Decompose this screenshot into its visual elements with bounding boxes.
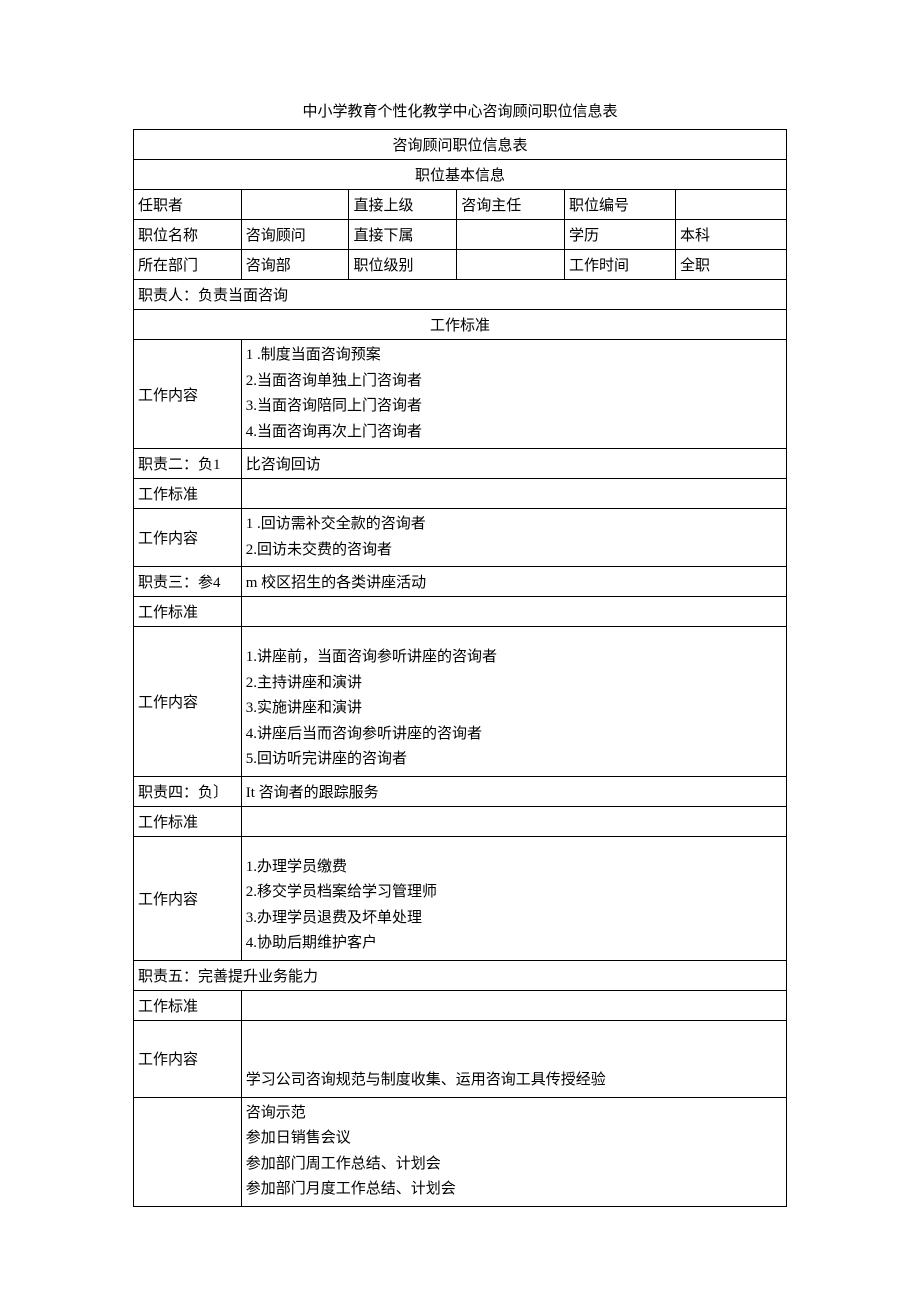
duty5-extra3: 参加部门周工作总结、计划会 xyxy=(246,1152,782,1178)
value-education: 本科 xyxy=(675,220,786,250)
duty3-content-row: 工作内容 1.讲座前，当面咨询参听讲座的咨询者 2.主持讲座和演讲 3.实施讲座… xyxy=(134,627,787,777)
duty1-content: 1 .制度当面咨询预案 2.当面咨询单独上门咨询者 3.当面咨询陪同上门咨询者 … xyxy=(241,340,786,449)
duty1-line1: 1 .制度当面咨询预案 xyxy=(246,343,782,369)
value-incumbent xyxy=(241,190,349,220)
table-header-2: 职位基本信息 xyxy=(134,160,787,190)
label-work-standard: 工作标准 xyxy=(134,806,242,836)
header-cell: 职位基本信息 xyxy=(134,160,787,190)
position-info-table: 咨询顾问职位信息表 职位基本信息 任职者 直接上级 咨询主任 职位编号 职位名称… xyxy=(133,129,787,1207)
page-container: 中小学教育个性化教学中心咨询顾问职位信息表 咨询顾问职位信息表 职位基本信息 任… xyxy=(0,0,920,1247)
duty5-extra4: 参加部门月度工作总结、计划会 xyxy=(246,1177,782,1203)
duty5-title-row: 职责五：完善提升业务能力 xyxy=(134,960,787,990)
duty5-content-row: 工作内容 学习公司咨询规范与制度收集、运用咨询工具传授经验 xyxy=(134,1020,787,1097)
duty4-title-row: 职责四：负〕 It 咨询者的跟踪服务 xyxy=(134,776,787,806)
duty3-line1: 1.讲座前，当面咨询参听讲座的咨询者 xyxy=(246,645,782,671)
duty3-title-left: 职责三：参4 xyxy=(134,567,242,597)
duty3-title-row: 职责三：参4 m 校区招生的各类讲座活动 xyxy=(134,567,787,597)
duty4-standard-row: 工作标准 xyxy=(134,806,787,836)
value-department: 咨询部 xyxy=(241,250,349,280)
duty5-extra1: 咨询示范 xyxy=(246,1101,782,1127)
label-work-standard: 工作标准 xyxy=(134,479,242,509)
label-incumbent: 任职者 xyxy=(134,190,242,220)
duty1-line2: 2.当面咨询单独上门咨询者 xyxy=(246,369,782,395)
label-work-content: 工作内容 xyxy=(134,627,242,777)
duty4-line4: 4.协助后期维护客户 xyxy=(246,931,782,957)
label-supervisor: 直接上级 xyxy=(349,190,457,220)
duty4-title-right: It 咨询者的跟踪服务 xyxy=(241,776,786,806)
table-header-1: 咨询顾问职位信息表 xyxy=(134,130,787,160)
document-title: 中小学教育个性化教学中心咨询顾问职位信息表 xyxy=(133,100,787,121)
duty5-extra-row: 咨询示范 参加日销售会议 参加部门周工作总结、计划会 参加部门月度工作总结、计划… xyxy=(134,1097,787,1206)
duty3-title-right: m 校区招生的各类讲座活动 xyxy=(241,567,786,597)
duty2-line1: 1 .回访需补交全款的咨询者 xyxy=(246,512,782,538)
value-position-name: 咨询顾问 xyxy=(241,220,349,250)
duty4-standard-value xyxy=(241,806,786,836)
label-work-content: 工作内容 xyxy=(134,509,242,567)
duty2-line2: 2.回访未交费的咨询者 xyxy=(246,538,782,564)
label-position-name: 职位名称 xyxy=(134,220,242,250)
label-work-standard: 工作标准 xyxy=(134,990,242,1020)
duty5-title: 职责五：完善提升业务能力 xyxy=(134,960,787,990)
duty2-content-row: 工作内容 1 .回访需补交全款的咨询者 2.回访未交费的咨询者 xyxy=(134,509,787,567)
label-work-content: 工作内容 xyxy=(134,1020,242,1097)
duty2-title-left: 职责二：负1 xyxy=(134,449,242,479)
duty4-line3: 3.办理学员退费及坏单处理 xyxy=(246,906,782,932)
label-work-content: 工作内容 xyxy=(134,340,242,449)
duty4-line2: 2.移交学员档案给学习管理师 xyxy=(246,880,782,906)
basic-info-row: 所在部门 咨询部 职位级别 工作时间 全职 xyxy=(134,250,787,280)
duty1-title: 职责人：负责当面咨询 xyxy=(134,280,787,310)
duty2-content: 1 .回访需补交全款的咨询者 2.回访未交费的咨询者 xyxy=(241,509,786,567)
value-position-code xyxy=(675,190,786,220)
duty1-content-row: 工作内容 1 .制度当面咨询预案 2.当面咨询单独上门咨询者 3.当面咨询陪同上… xyxy=(134,340,787,449)
label-subordinate: 直接下属 xyxy=(349,220,457,250)
label-position-level: 职位级别 xyxy=(349,250,457,280)
duty2-standard-row: 工作标准 xyxy=(134,479,787,509)
duty5-extra-content: 咨询示范 参加日销售会议 参加部门周工作总结、计划会 参加部门月度工作总结、计划… xyxy=(241,1097,786,1206)
value-supervisor: 咨询主任 xyxy=(457,190,565,220)
duty5-extra2: 参加日销售会议 xyxy=(246,1126,782,1152)
value-work-time: 全职 xyxy=(675,250,786,280)
duty1-title-row: 职责人：负责当面咨询 xyxy=(134,280,787,310)
duty2-title-right: 比咨询回访 xyxy=(241,449,786,479)
value-position-level xyxy=(457,250,565,280)
duty2-title-row: 职责二：负1 比咨询回访 xyxy=(134,449,787,479)
duty3-line5: 5.回访听完讲座的咨询者 xyxy=(246,747,782,773)
label-work-time: 工作时间 xyxy=(564,250,675,280)
basic-info-row: 职位名称 咨询顾问 直接下属 学历 本科 xyxy=(134,220,787,250)
label-position-code: 职位编号 xyxy=(564,190,675,220)
work-standard-header: 工作标准 xyxy=(134,310,787,340)
duty5-standard-value xyxy=(241,990,786,1020)
duty5-extra-left xyxy=(134,1097,242,1206)
basic-info-row: 任职者 直接上级 咨询主任 职位编号 xyxy=(134,190,787,220)
duty3-content: 1.讲座前，当面咨询参听讲座的咨询者 2.主持讲座和演讲 3.实施讲座和演讲 4… xyxy=(241,627,786,777)
duty4-title-left: 职责四：负〕 xyxy=(134,776,242,806)
duty5-content: 学习公司咨询规范与制度收集、运用咨询工具传授经验 xyxy=(241,1020,786,1097)
duty4-content-row: 工作内容 1.办理学员缴费 2.移交学员档案给学习管理师 3.办理学员退费及坏单… xyxy=(134,836,787,960)
label-work-standard: 工作标准 xyxy=(134,597,242,627)
duty1-line4: 4.当面咨询再次上门咨询者 xyxy=(246,420,782,446)
header-cell: 咨询顾问职位信息表 xyxy=(134,130,787,160)
duty5-line1: 学习公司咨询规范与制度收集、运用咨询工具传授经验 xyxy=(246,1068,782,1094)
duty3-line2: 2.主持讲座和演讲 xyxy=(246,671,782,697)
duty4-line1: 1.办理学员缴费 xyxy=(246,855,782,881)
duty5-standard-row: 工作标准 xyxy=(134,990,787,1020)
duty3-standard-row: 工作标准 xyxy=(134,597,787,627)
duty3-line4: 4.讲座后当而咨询参听讲座的咨询者 xyxy=(246,722,782,748)
work-standard-header-cell: 工作标准 xyxy=(134,310,787,340)
label-work-content: 工作内容 xyxy=(134,836,242,960)
duty3-line3: 3.实施讲座和演讲 xyxy=(246,696,782,722)
duty2-standard-value xyxy=(241,479,786,509)
duty3-standard-value xyxy=(241,597,786,627)
duty4-content: 1.办理学员缴费 2.移交学员档案给学习管理师 3.办理学员退费及坏单处理 4.… xyxy=(241,836,786,960)
value-subordinate xyxy=(457,220,565,250)
label-education: 学历 xyxy=(564,220,675,250)
label-department: 所在部门 xyxy=(134,250,242,280)
duty1-line3: 3.当面咨询陪同上门咨询者 xyxy=(246,394,782,420)
